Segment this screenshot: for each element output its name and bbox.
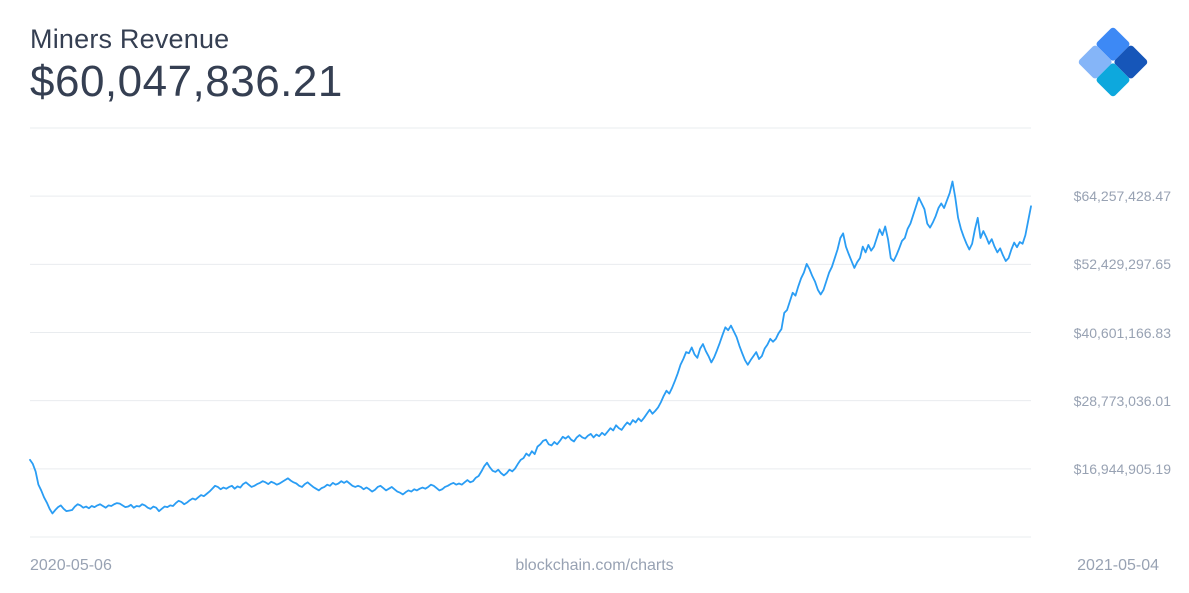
y-axis-label: $64,257,428.47	[1074, 188, 1171, 204]
x-axis-start-date: 2020-05-06	[30, 557, 112, 575]
chart-series-line	[30, 182, 1031, 514]
blockchain-logo-icon	[1071, 20, 1155, 104]
chart-title: Miners Revenue	[30, 24, 343, 55]
x-axis-end-date: 2021-05-04	[1077, 557, 1159, 575]
y-axis-label: $40,601,166.83	[1074, 325, 1171, 341]
y-axis-label: $28,773,036.01	[1074, 393, 1171, 409]
title-block: Miners Revenue $60,047,836.21	[30, 24, 343, 107]
y-axis-label: $16,944,905.19	[1074, 461, 1171, 477]
chart-container: Miners Revenue $60,047,836.21 $16,944,90…	[0, 0, 1189, 593]
chart-svg	[30, 128, 1171, 537]
chart-y-axis-labels: $16,944,905.19 $28,773,036.01 $40,601,166.…	[1041, 128, 1171, 537]
chart-header: Miners Revenue $60,047,836.21	[30, 24, 1159, 107]
chart-footer: 2020-05-06 blockchain.com/charts 2021-05…	[30, 557, 1159, 575]
chart-plot-area: $16,944,905.19 $28,773,036.01 $40,601,166.…	[30, 128, 1171, 537]
chart-value: $60,047,836.21	[30, 57, 343, 107]
footer-attribution: blockchain.com/charts	[515, 557, 673, 575]
y-axis-label: $52,429,297.65	[1074, 256, 1171, 272]
